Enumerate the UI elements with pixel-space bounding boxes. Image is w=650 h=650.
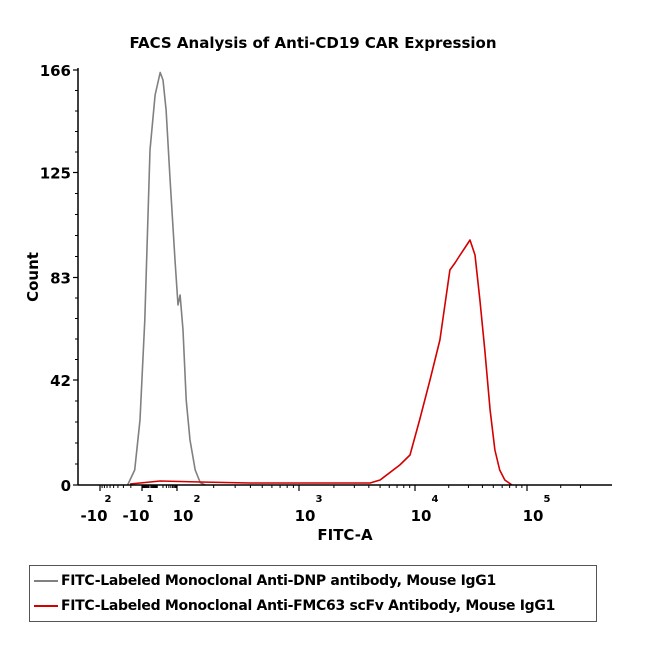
legend-label: FITC-Labeled Monoclonal Anti-DNP antibod… (61, 573, 496, 589)
x-tick-exponent: 2 (105, 494, 112, 505)
y-tick-label: 42 (50, 372, 71, 390)
x-tick-base: -10 (122, 507, 149, 525)
legend: FITC-Labeled Monoclonal Anti-DNP antibod… (29, 565, 597, 622)
x-tick-label: 10 (523, 507, 544, 525)
x-tick-exponent: 3 (316, 494, 323, 505)
y-axis-label: Count (24, 252, 42, 302)
legend-swatch-red (34, 605, 58, 607)
x-tick-exponent: 1 (147, 494, 154, 505)
series-line-0 (126, 71, 206, 486)
x-axis-label: FITC-A (317, 526, 373, 544)
x-tick-base: 10 (173, 507, 194, 525)
legend-item-anti-dnp: FITC-Labeled Monoclonal Anti-DNP antibod… (34, 571, 496, 591)
y-tick-label: 0 (61, 477, 71, 495)
x-tick-base: 10 (411, 507, 432, 525)
y-tick-label: 166 (40, 62, 71, 80)
x-tick-label: -10 (80, 507, 107, 525)
series-line-1 (129, 239, 513, 486)
x-tick-label: 10 (295, 507, 316, 525)
x-tick-label: 10 (411, 507, 432, 525)
x-tick-base: 10 (295, 507, 316, 525)
legend-item-anti-fmc63: FITC-Labeled Monoclonal Anti-FMC63 scFv … (34, 596, 555, 616)
x-tick-exponent: 5 (544, 494, 551, 505)
x-tick-exponent: 2 (194, 494, 201, 505)
y-tick-label: 125 (40, 165, 71, 183)
legend-swatch-gray (34, 580, 58, 582)
x-tick-base: 10 (523, 507, 544, 525)
legend-label: FITC-Labeled Monoclonal Anti-FMC63 scFv … (61, 598, 556, 614)
x-tick-label: -10 (122, 507, 149, 525)
x-tick-label: 10 (173, 507, 194, 525)
x-tick-exponent: 4 (432, 494, 439, 505)
y-tick-label: 83 (50, 270, 71, 288)
chart-title: FACS Analysis of Anti-CD19 CAR Expressio… (129, 34, 496, 52)
x-tick-base: -10 (80, 507, 107, 525)
